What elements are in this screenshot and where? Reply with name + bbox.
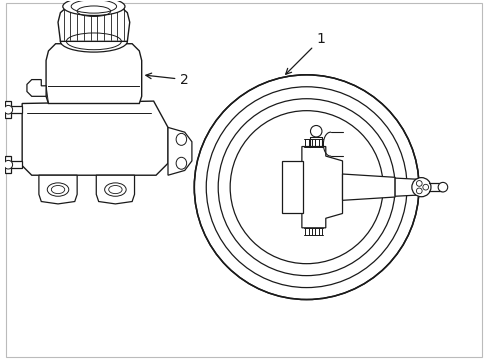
Polygon shape (394, 178, 421, 196)
Circle shape (4, 105, 13, 114)
Circle shape (411, 177, 430, 197)
Ellipse shape (62, 0, 125, 15)
Text: 2: 2 (145, 73, 189, 87)
Polygon shape (58, 6, 129, 41)
Polygon shape (9, 106, 22, 113)
Polygon shape (22, 101, 168, 175)
Polygon shape (342, 174, 394, 200)
Text: 1: 1 (285, 32, 325, 74)
Polygon shape (27, 80, 46, 96)
Circle shape (4, 161, 13, 169)
Ellipse shape (61, 31, 127, 52)
Polygon shape (168, 127, 191, 175)
Polygon shape (46, 44, 142, 103)
Polygon shape (301, 147, 342, 228)
Polygon shape (9, 161, 22, 168)
Polygon shape (5, 101, 11, 118)
Polygon shape (96, 175, 134, 204)
Polygon shape (281, 161, 302, 213)
Circle shape (437, 183, 447, 192)
Polygon shape (39, 175, 77, 204)
Polygon shape (5, 156, 11, 173)
Circle shape (194, 75, 418, 300)
